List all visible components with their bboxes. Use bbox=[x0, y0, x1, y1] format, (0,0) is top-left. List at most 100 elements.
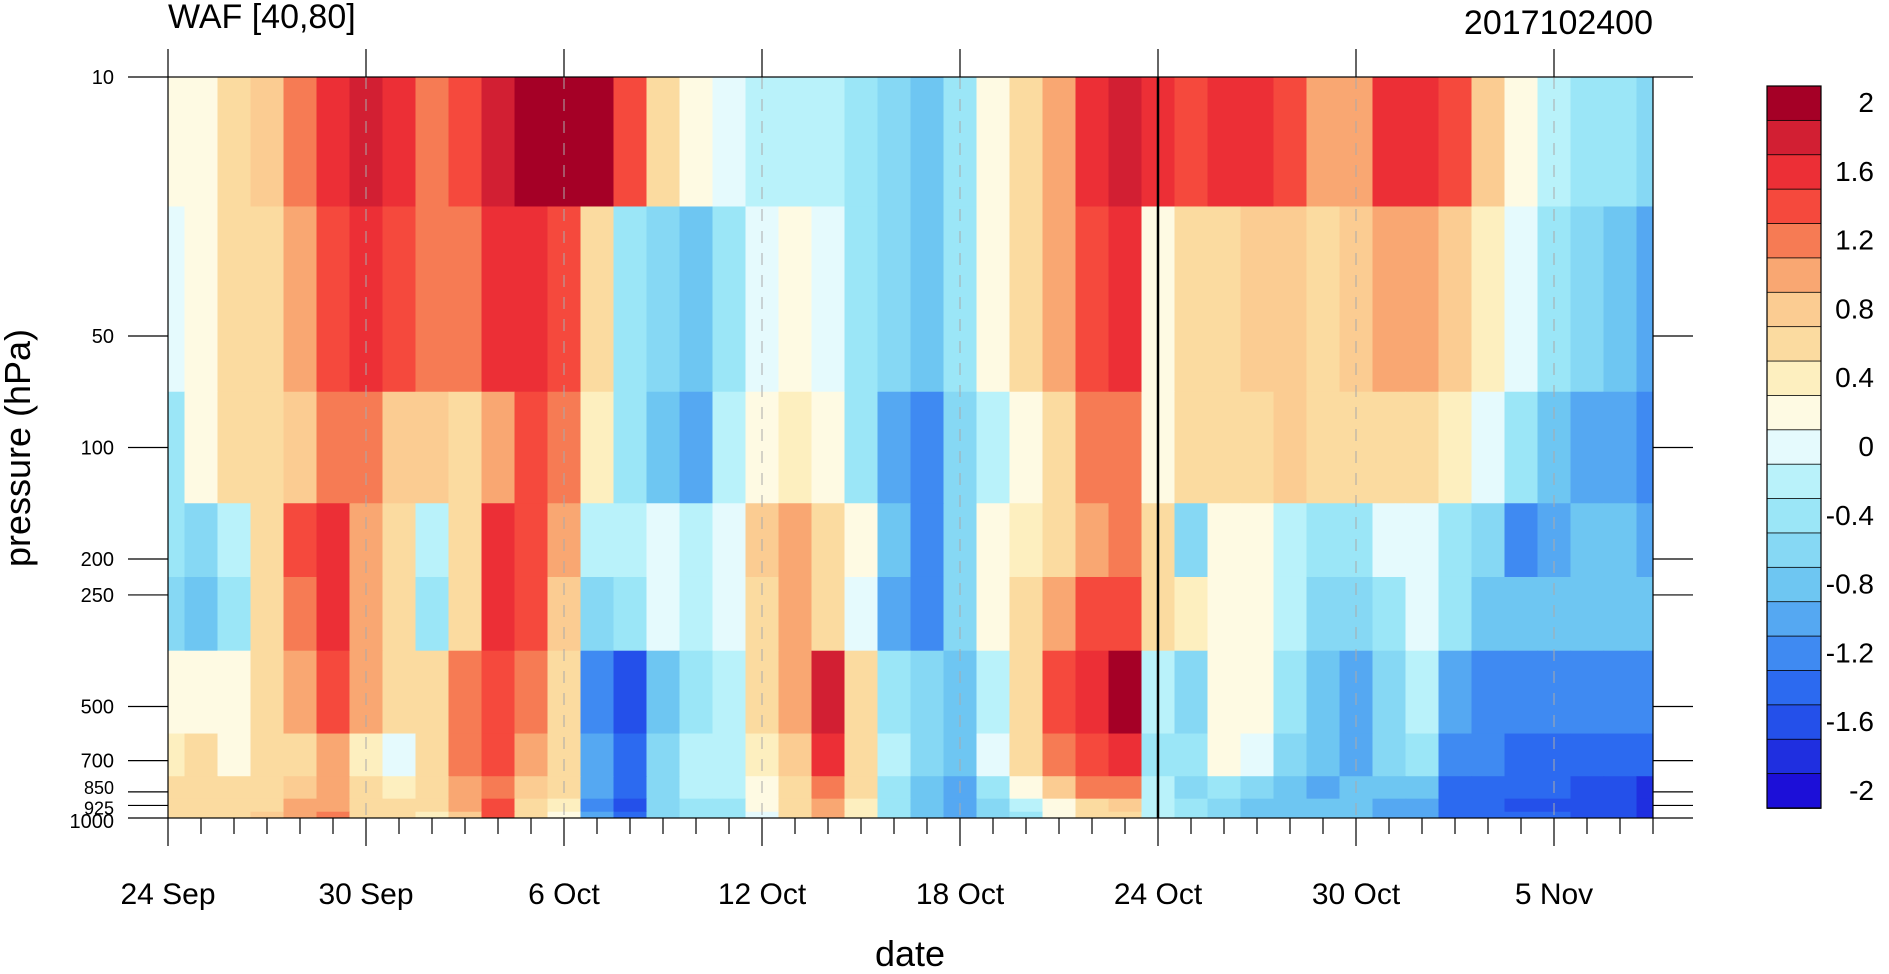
y-tick-label: 10 bbox=[92, 67, 114, 89]
x-tick-label: 12 Oct bbox=[718, 878, 807, 911]
heatmap-cell bbox=[712, 206, 747, 393]
heatmap-cell bbox=[316, 798, 351, 813]
heatmap-cell bbox=[1405, 776, 1440, 800]
heatmap-cell bbox=[778, 733, 813, 777]
heatmap-cell bbox=[646, 650, 681, 735]
heatmap-cell bbox=[844, 650, 879, 735]
heatmap-cell bbox=[514, 503, 549, 578]
heatmap-cell bbox=[415, 503, 450, 578]
heatmap-cell bbox=[1636, 576, 1653, 652]
colorbar-label: 2 bbox=[1858, 87, 1874, 118]
heatmap-cell bbox=[1636, 776, 1653, 800]
heatmap-cell bbox=[811, 776, 846, 800]
heatmap-cell bbox=[1009, 798, 1044, 813]
heatmap-cell bbox=[283, 776, 318, 800]
heatmap-cell bbox=[1636, 77, 1653, 208]
heatmap-cell bbox=[184, 733, 219, 777]
heatmap-cell bbox=[1603, 77, 1638, 208]
heatmap-cell bbox=[1636, 650, 1653, 735]
heatmap-cell bbox=[1570, 798, 1605, 813]
colorbar-swatch bbox=[1766, 291, 1822, 328]
heatmap-cell bbox=[1009, 503, 1044, 578]
heatmap-cell bbox=[1438, 503, 1473, 578]
heatmap-cell bbox=[1273, 206, 1308, 393]
heatmap-cell bbox=[844, 206, 879, 393]
heatmap-cell bbox=[448, 77, 483, 208]
heatmap-cell bbox=[580, 650, 615, 735]
heatmap-cell bbox=[1603, 733, 1638, 777]
heatmap-cell bbox=[415, 798, 450, 813]
heatmap-cell bbox=[1504, 391, 1539, 504]
heatmap-cell bbox=[877, 206, 912, 393]
heatmap-cell bbox=[1042, 206, 1077, 393]
heatmap-cell bbox=[976, 206, 1011, 393]
heatmap-cell bbox=[481, 391, 516, 504]
heatmap-cell bbox=[481, 650, 516, 735]
heatmap-cell bbox=[448, 650, 483, 735]
heatmap-cell bbox=[679, 576, 714, 652]
heatmap-cell bbox=[217, 798, 252, 813]
heatmap-cell bbox=[1042, 576, 1077, 652]
heatmap-cell bbox=[1174, 733, 1209, 777]
heatmap-cell bbox=[316, 206, 351, 393]
heatmap-cell bbox=[1240, 576, 1275, 652]
heatmap-cell bbox=[844, 77, 879, 208]
heatmap-cell bbox=[712, 811, 747, 818]
heatmap-cell bbox=[168, 206, 186, 393]
heatmap-cell bbox=[1471, 798, 1506, 813]
colorbar-swatch bbox=[1766, 223, 1822, 259]
heatmap-cell bbox=[217, 503, 252, 578]
colorbar-swatch bbox=[1766, 773, 1822, 809]
heatmap-cell bbox=[613, 503, 648, 578]
heatmap-cell bbox=[1174, 811, 1209, 818]
heatmap-cell bbox=[448, 391, 483, 504]
heatmap-cell bbox=[217, 206, 252, 393]
heatmap-cell bbox=[1042, 503, 1077, 578]
heatmap-cell bbox=[1471, 811, 1506, 818]
heatmap-cell bbox=[283, 503, 318, 578]
heatmap-cell bbox=[1240, 391, 1275, 504]
heatmap-cell bbox=[1405, 798, 1440, 813]
heatmap-cell bbox=[613, 776, 648, 800]
heatmap-cell bbox=[1306, 776, 1341, 800]
heatmap-cell bbox=[1438, 650, 1473, 735]
heatmap-cell bbox=[1042, 650, 1077, 735]
heatmap-cell bbox=[1570, 391, 1605, 504]
heatmap-cell bbox=[1504, 576, 1539, 652]
heatmap-cell bbox=[646, 503, 681, 578]
heatmap-cell bbox=[877, 77, 912, 208]
heatmap-cell bbox=[1603, 576, 1638, 652]
heatmap-cell bbox=[613, 206, 648, 393]
heatmap-cell bbox=[1207, 798, 1242, 813]
colorbar-swatch bbox=[1766, 670, 1822, 706]
heatmap-cell bbox=[580, 391, 615, 504]
heatmap-cell bbox=[976, 77, 1011, 208]
axes: 24 Sep 30 Sep 6 Oct 12 Oct 18 Oct 24 Oct 30 Oc… bbox=[70, 49, 1693, 911]
heatmap-cell bbox=[1570, 650, 1605, 735]
heatmap-cell bbox=[283, 733, 318, 777]
heatmap-cell bbox=[778, 798, 813, 813]
heatmap-cell bbox=[1207, 77, 1242, 208]
heatmap-cell bbox=[844, 576, 879, 652]
heatmap-cell bbox=[168, 650, 186, 735]
heatmap-cell bbox=[1108, 503, 1143, 578]
heatmap-cell bbox=[1042, 733, 1077, 777]
heatmap-cell bbox=[1273, 733, 1308, 777]
heatmap-cell bbox=[1372, 77, 1407, 208]
heatmap-cell bbox=[1372, 811, 1407, 818]
y-tick-label: 925 bbox=[84, 798, 114, 818]
heatmap-cell bbox=[1108, 391, 1143, 504]
heatmap-cell bbox=[1636, 811, 1653, 818]
heatmap-cell bbox=[580, 576, 615, 652]
heatmap-cell bbox=[382, 503, 417, 578]
heatmap-cell bbox=[283, 391, 318, 504]
heatmap-cell bbox=[877, 798, 912, 813]
heatmap-cell bbox=[910, 503, 945, 578]
heatmap-cell bbox=[250, 798, 285, 813]
heatmap-cell bbox=[580, 811, 615, 818]
heatmap-cell bbox=[448, 733, 483, 777]
heatmap-cell bbox=[250, 776, 285, 800]
heatmap-cell bbox=[1009, 77, 1044, 208]
heatmap-cell bbox=[778, 811, 813, 818]
heatmap-cell bbox=[1042, 391, 1077, 504]
